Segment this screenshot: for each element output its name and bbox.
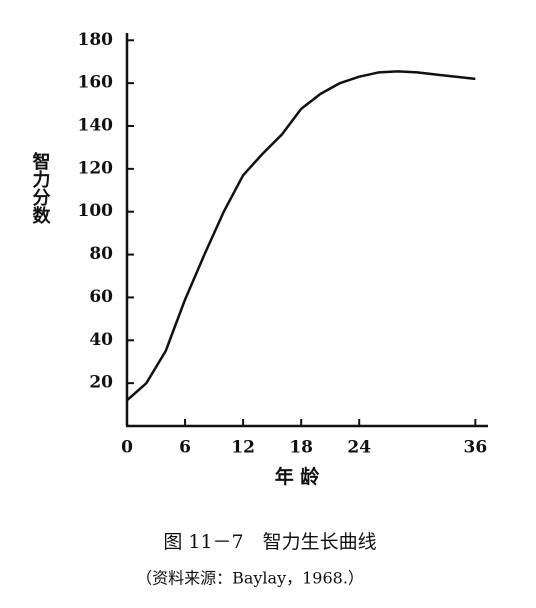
y-tick-label: 100	[78, 201, 114, 221]
y-tick-label: 60	[89, 287, 113, 307]
source: （资料来源：Baylay，1968.）	[136, 569, 364, 588]
y-tick-label: 180	[78, 30, 114, 50]
x-tick-label: 12	[231, 438, 255, 458]
y-tick-label: 160	[78, 73, 114, 93]
x-tick-label: 18	[289, 438, 313, 458]
x-axis-label: 年 龄	[275, 465, 321, 488]
y-tick-label: 80	[89, 244, 113, 264]
y-tick-label: 20	[89, 373, 113, 393]
x-tick-label: 0	[121, 438, 133, 458]
y-tick-label: 140	[78, 116, 114, 136]
data-line	[126, 70, 476, 402]
x-tick-label: 36	[463, 438, 487, 458]
x-tick-label: 24	[347, 438, 371, 458]
y-axis-label: 智力分数	[30, 151, 51, 225]
y-tick-label: 40	[89, 330, 113, 350]
caption: 图 11－7 智力生长曲线	[163, 531, 376, 553]
y-tick-label: 120	[78, 158, 114, 178]
x-tick-label: 6	[179, 438, 191, 458]
